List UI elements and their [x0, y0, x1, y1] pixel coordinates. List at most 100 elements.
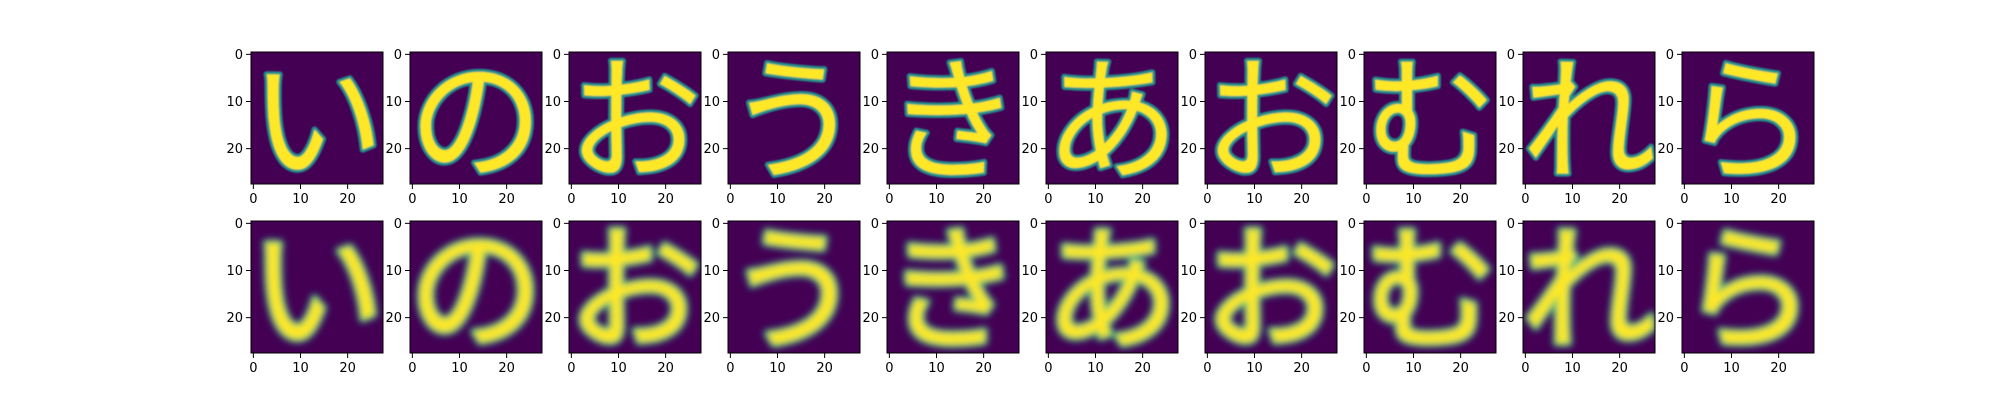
svg-text:い: い [250, 44, 385, 201]
svg-text:き: き [886, 44, 1021, 201]
y-tick-label: 10 [544, 264, 561, 279]
svg-text:れ: れ [1522, 44, 1657, 201]
y-tick-label: 0 [1189, 217, 1197, 232]
svg-text:あ: あ [1045, 213, 1180, 370]
x-tick-label: 0 [567, 192, 575, 207]
glyph-image: おおお [568, 213, 703, 370]
y-tick-label: 0 [1507, 217, 1515, 232]
svg-text:お: お [568, 213, 703, 370]
x-tick-label: 10 [292, 361, 309, 376]
y-tick-label: 20 [1021, 311, 1038, 326]
svg-text:ら: ら [1681, 213, 1816, 370]
y-tick-label: 10 [703, 95, 720, 110]
panel-background [569, 221, 701, 353]
y-tick-label: 10 [1498, 264, 1515, 279]
svg-text:あ: あ [1045, 213, 1180, 370]
panel-background [1205, 52, 1337, 184]
y-tick-label: 10 [1339, 264, 1356, 279]
axes-frame [1681, 51, 1815, 185]
panel-background [728, 52, 860, 184]
axes-frame [1681, 220, 1815, 354]
y-tick-label: 10 [1021, 264, 1038, 279]
svg-text:お: お [568, 213, 703, 370]
panel-background [251, 52, 383, 184]
x-tick-label: 20 [1134, 192, 1151, 207]
x-tick-label: 20 [498, 361, 515, 376]
y-tick-label: 20 [703, 311, 720, 326]
x-tick-label: 10 [1723, 192, 1740, 207]
y-tick-label: 20 [703, 142, 720, 157]
y-tick-label: 20 [862, 311, 879, 326]
x-tick-label: 0 [726, 361, 734, 376]
y-tick-label: 0 [553, 217, 561, 232]
axes-frame [1045, 220, 1179, 354]
x-tick-label: 20 [1611, 361, 1628, 376]
svg-text:あ: あ [1045, 44, 1180, 201]
svg-text:む: む [1363, 213, 1498, 370]
y-tick-label: 10 [1498, 95, 1515, 110]
x-tick-label: 20 [1134, 361, 1151, 376]
x-tick-label: 10 [451, 361, 468, 376]
y-tick-label: 20 [544, 142, 561, 157]
y-tick-label: 0 [1030, 48, 1038, 63]
y-tick-label: 0 [1666, 217, 1674, 232]
x-tick-label: 10 [1564, 361, 1581, 376]
axes-frame [886, 51, 1020, 185]
y-tick-label: 20 [226, 311, 243, 326]
x-tick-label: 10 [1087, 361, 1104, 376]
x-tick-label: 20 [816, 361, 833, 376]
x-tick-label: 0 [249, 192, 257, 207]
x-tick-label: 20 [339, 361, 356, 376]
svg-text:う: う [727, 213, 862, 370]
svg-text:き: き [886, 213, 1021, 370]
axes-frame [1045, 51, 1179, 185]
glyph-image: いい [250, 44, 385, 201]
y-tick-label: 20 [385, 311, 402, 326]
svg-text:あ: あ [1045, 213, 1180, 370]
axes-frame [1204, 220, 1338, 354]
svg-text:お: お [1204, 213, 1339, 370]
x-tick-label: 20 [816, 192, 833, 207]
svg-text:れ: れ [1522, 213, 1657, 370]
svg-text:お: お [1204, 44, 1339, 201]
x-tick-label: 20 [1293, 361, 1310, 376]
y-tick-label: 20 [385, 142, 402, 157]
glyph-image: れれ [1522, 44, 1657, 201]
x-tick-label: 10 [1564, 192, 1581, 207]
svg-text:の: の [409, 213, 544, 370]
glyph-image: おお [1204, 44, 1339, 201]
svg-text:お: お [1204, 213, 1339, 370]
x-tick-label: 0 [1521, 192, 1529, 207]
axes-frame [250, 51, 384, 185]
svg-text:れ: れ [1522, 213, 1657, 370]
y-tick-label: 10 [385, 95, 402, 110]
x-tick-label: 10 [928, 361, 945, 376]
svg-text:ら: ら [1681, 213, 1816, 370]
svg-text:ら: ら [1681, 44, 1816, 201]
y-tick-label: 10 [1180, 264, 1197, 279]
x-tick-label: 0 [1203, 192, 1211, 207]
x-tick-label: 10 [1087, 192, 1104, 207]
x-tick-label: 0 [1203, 361, 1211, 376]
x-tick-label: 20 [657, 361, 674, 376]
glyph-image: らら [1681, 44, 1816, 201]
glyph-image: うう [728, 52, 860, 184]
x-tick-label: 0 [1362, 192, 1370, 207]
svg-text:あ: あ [1045, 44, 1180, 201]
axes-frame [727, 220, 861, 354]
y-tick-label: 0 [1348, 48, 1356, 63]
glyph-image: いいい [251, 221, 383, 353]
svg-text:の: の [409, 213, 544, 370]
x-tick-label: 20 [1770, 361, 1787, 376]
x-tick-label: 20 [1452, 192, 1469, 207]
